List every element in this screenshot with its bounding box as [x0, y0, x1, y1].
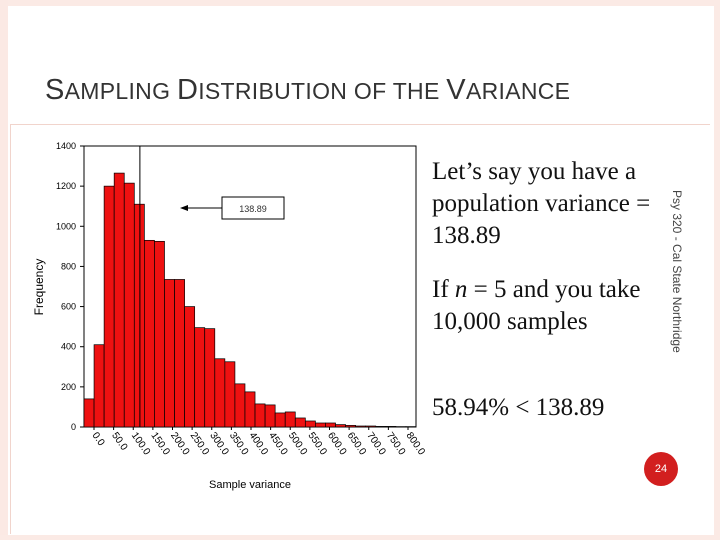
page-number-badge: 24	[644, 452, 678, 486]
histogram-bar	[375, 426, 387, 428]
percentage-text: 58.94% < 138.89	[432, 394, 605, 421]
title-part: ARIANCE	[465, 78, 571, 104]
histogram-bar	[113, 172, 125, 428]
y-axis-label: Frequency	[32, 259, 46, 316]
frame-right-border	[714, 0, 720, 540]
histogram-bar	[103, 185, 115, 428]
x-tick-label: 300.0	[207, 430, 231, 457]
y-tick-label: 1200	[56, 181, 76, 191]
x-tick-label: 750.0	[384, 430, 408, 457]
histogram-bar	[154, 240, 165, 428]
histogram-bar	[123, 182, 135, 428]
content-left-rule	[10, 124, 11, 534]
y-tick-label: 800	[61, 261, 76, 271]
x-tick-label: 150.0	[148, 430, 172, 457]
title-divider	[10, 124, 710, 125]
histogram-bar	[345, 425, 356, 428]
slide-title: SAMPLING DISTRIBUTION OF THE VARIANCE	[45, 74, 570, 107]
histogram-chart: 0 200 400 600 800 1000 1200 1400 0.0 50.0 100.0150…	[32, 141, 428, 491]
histogram-bar	[284, 411, 296, 428]
histogram-bar	[264, 404, 276, 428]
title-part: ISTRIBUTION OF THE	[198, 78, 447, 104]
x-tick-label: 0.0	[90, 430, 107, 448]
title-part: V	[446, 74, 466, 106]
title-part: D	[176, 74, 199, 106]
x-tick-label: 700.0	[364, 430, 388, 457]
x-tick-label: 650.0	[345, 430, 369, 457]
histogram-bar	[355, 425, 367, 428]
sample-size-text: If n = 5 and you take 10,000 samples	[432, 274, 642, 338]
histogram-bar	[144, 239, 155, 428]
frame-top-border	[0, 0, 720, 6]
frame-bottom-border	[0, 535, 720, 540]
x-tick-label: 200.0	[168, 430, 192, 457]
sample-size-suffix: = 5 and you take 10,000 samples	[432, 276, 641, 335]
x-tick-label: 50.0	[109, 430, 129, 453]
title-part: AMPLING	[64, 78, 177, 104]
x-axis-label: Sample variance	[209, 479, 291, 491]
x-tick-label: 400.0	[247, 430, 271, 457]
y-tick-label: 600	[61, 302, 76, 312]
arrow-head-icon	[180, 205, 188, 211]
x-tick-label: 450.0	[266, 430, 290, 457]
population-variance-text: Let’s say you have a population variance…	[432, 158, 651, 249]
histogram-bar	[164, 279, 175, 428]
sample-size-variable: n	[454, 276, 468, 303]
histogram-bar	[234, 383, 246, 428]
y-tick-label: 1400	[56, 141, 76, 151]
x-tick-label: 100.0	[129, 430, 153, 457]
x-tick-label: 600.0	[325, 430, 349, 457]
histogram-bar	[83, 398, 95, 428]
histogram-bar	[294, 417, 306, 428]
histogram-bar	[244, 391, 256, 428]
histogram-bar	[304, 420, 316, 428]
y-tick-label: 200	[61, 382, 76, 392]
y-tick-label: 1000	[56, 221, 76, 231]
x-tick-label: 350.0	[227, 430, 251, 457]
annotation-label: 138.89	[239, 204, 267, 214]
histogram-bar	[315, 422, 326, 428]
y-tick-label: 400	[61, 342, 76, 352]
histogram-bar	[204, 328, 216, 428]
histogram-bar	[224, 361, 236, 428]
title-part: S	[45, 74, 65, 106]
y-tick-label: 0	[71, 422, 76, 432]
frame-left-border	[0, 0, 8, 540]
histogram-bar	[335, 424, 346, 428]
histogram-bar	[365, 425, 377, 428]
histogram-bar	[174, 279, 185, 428]
x-tick-label: 500.0	[286, 430, 310, 457]
x-tick-label: 800.0	[404, 430, 428, 457]
histogram-bar	[184, 306, 196, 428]
course-side-label-text: Psy 320 - Cal State Northridge	[670, 190, 684, 353]
histogram-bar	[93, 344, 105, 428]
sample-size-prefix: If	[432, 276, 455, 303]
histogram-bar	[214, 358, 226, 428]
histogram-bar	[274, 412, 286, 428]
histogram-bar	[385, 426, 397, 428]
histogram-bar	[194, 327, 206, 428]
histogram-bar	[254, 403, 266, 428]
x-tick-label: 250.0	[188, 430, 212, 457]
histogram-bar	[325, 422, 336, 428]
histogram-bar	[133, 203, 145, 428]
x-tick-label: 550.0	[305, 430, 329, 457]
course-side-label: Psy 320 - Cal State Northridge	[667, 190, 687, 355]
